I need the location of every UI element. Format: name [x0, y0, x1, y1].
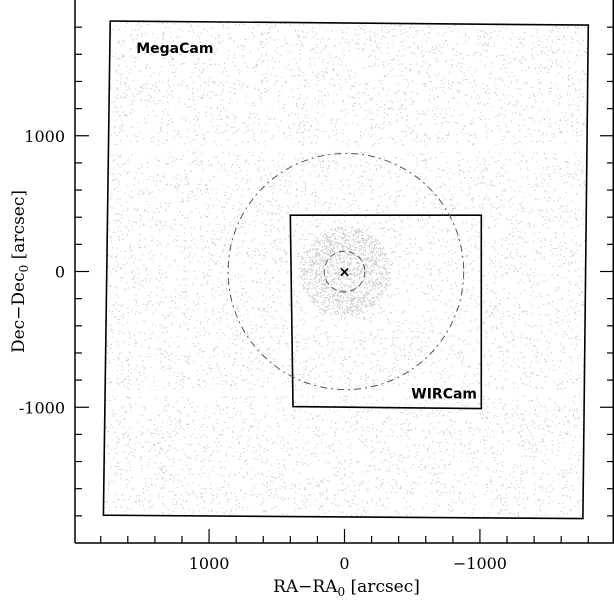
center-cross-marker: × [339, 265, 351, 281]
gap-node [206, 382, 213, 403]
x-tick-label: 1000 [189, 554, 230, 573]
field-outline-wircam [289, 214, 483, 410]
gap-node [566, 382, 573, 403]
field-outline-megacam [102, 20, 590, 520]
gap-node [506, 138, 513, 159]
gap-node [566, 138, 573, 159]
chip-gaps [75, 138, 614, 403]
radius-circles [227, 152, 465, 391]
y-tick-label: -1000 [19, 398, 65, 417]
gap-horizontal [75, 389, 614, 396]
axis-labels: 1000 0 −1000 1000 0 -1000 RA−RA0 [arcsec] Dec−D… [9, 127, 507, 599]
y-axis-title: Dec−Dec0 [arcsec] [9, 190, 31, 353]
x-tick-label: −1000 [453, 554, 507, 573]
gap-horizontal [75, 145, 614, 152]
field-label-wircam: WIRCam [411, 387, 477, 403]
x-tick-label: 0 [339, 554, 349, 573]
gap-node [386, 382, 393, 403]
axis-ticks [75, 26, 614, 543]
inner-radius-circle [323, 250, 366, 293]
outer-radius-circle [227, 152, 465, 391]
y-tick-label: 0 [55, 263, 65, 282]
gap-node [386, 138, 393, 159]
gap-node [206, 138, 213, 159]
gap-node [327, 138, 334, 159]
field-label-megacam: MegaCam [136, 41, 213, 57]
x-axis-title: RA−RA0 [arcsec] [273, 577, 420, 599]
gap-node [506, 382, 513, 403]
gap-node [143, 382, 150, 403]
center-marker: × [339, 265, 351, 281]
gap-node [143, 138, 150, 159]
gap-node [445, 138, 452, 159]
gap-node [265, 138, 272, 159]
gap-node [327, 382, 334, 403]
y-tick-label: 1000 [24, 127, 65, 146]
gap-node [265, 382, 272, 403]
field-outlines: MegaCam WIRCam [102, 20, 590, 520]
gap-node [445, 382, 452, 403]
